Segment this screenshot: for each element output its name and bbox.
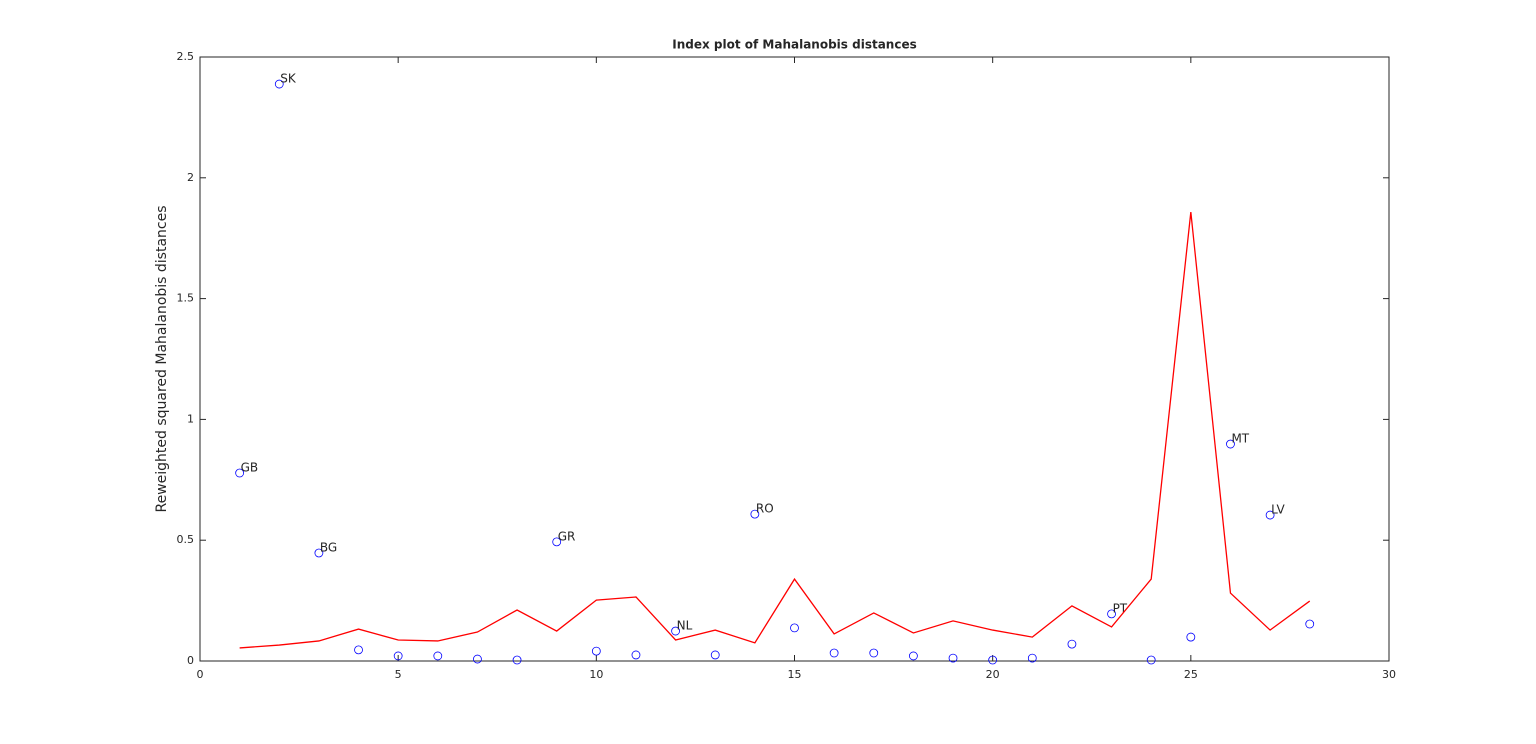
point [1067, 639, 1077, 649]
point [1305, 619, 1315, 629]
point [473, 654, 482, 664]
point [948, 653, 958, 663]
point-label: MT [1231, 432, 1249, 446]
chart-title: Index plot of Mahalanobis distances [672, 38, 916, 52]
point-label: PT [1113, 601, 1128, 615]
point [1146, 655, 1156, 665]
x-tick-label: 20 [986, 668, 1000, 681]
point [790, 623, 799, 633]
y-tick-label: 2.5 [177, 50, 195, 63]
point [235, 468, 245, 478]
point [710, 650, 720, 660]
point [512, 655, 522, 665]
y-tick-label: 1.5 [177, 292, 195, 305]
point-label: GR [558, 529, 576, 543]
y-tick-label: 2 [187, 171, 194, 184]
point [1027, 653, 1037, 663]
point [1265, 510, 1275, 520]
x-tick-label: 30 [1382, 668, 1396, 681]
point [671, 626, 680, 636]
point [1107, 609, 1116, 619]
point [433, 651, 443, 661]
x-tick-label: 5 [395, 668, 402, 681]
point-label: BG [320, 541, 337, 555]
y-axis-label: Reweighted squared Mahalanobis distances [154, 205, 170, 512]
point [750, 509, 760, 519]
point [829, 648, 839, 658]
y-tick-label: 0 [187, 654, 194, 667]
y-tick-label: 0.5 [177, 533, 195, 546]
point [869, 648, 879, 658]
point [354, 645, 363, 655]
point [988, 655, 998, 665]
point [314, 548, 324, 558]
point [631, 650, 641, 660]
point [1226, 439, 1235, 449]
x-tick-label: 15 [788, 668, 802, 681]
x-tick-label: 10 [589, 668, 603, 681]
line [239, 212, 1311, 649]
point [1186, 632, 1196, 642]
x-tick-label: 0 [197, 668, 204, 681]
x-tick-label: 25 [1184, 668, 1198, 681]
y-tick-label: 1 [187, 412, 194, 425]
point-label: LV [1271, 503, 1285, 517]
point [909, 651, 918, 661]
point [552, 537, 562, 547]
point [274, 79, 284, 89]
point [591, 646, 601, 656]
point-label: GB [241, 461, 259, 475]
point-label: SK [280, 72, 297, 86]
point [393, 651, 403, 661]
point-label: NL [677, 619, 693, 633]
point-label: RO [756, 502, 774, 516]
